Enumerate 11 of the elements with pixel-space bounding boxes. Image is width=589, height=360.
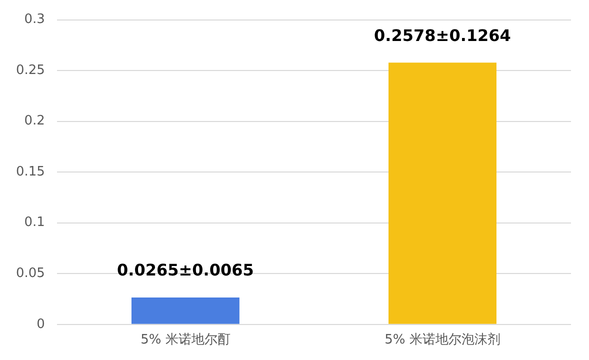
- y-tick-label: 0.1: [24, 215, 45, 230]
- y-tick-label: 0.25: [16, 62, 45, 78]
- y-tick-label: 0.05: [16, 266, 45, 282]
- data-label: 0.0265±0.0065: [117, 260, 254, 280]
- data-label: 0.2578±0.1264: [374, 26, 511, 45]
- y-tick-label: 0.2: [24, 114, 45, 129]
- y-tick-label: 0.15: [16, 164, 45, 180]
- y-tick-label: 0: [36, 316, 45, 332]
- x-tick-label: 5% 米诺地尔泡沫剂: [384, 332, 500, 348]
- x-tick-label: 5% 米诺地尔酊: [140, 332, 230, 348]
- y-tick-label: 0.3: [24, 12, 45, 28]
